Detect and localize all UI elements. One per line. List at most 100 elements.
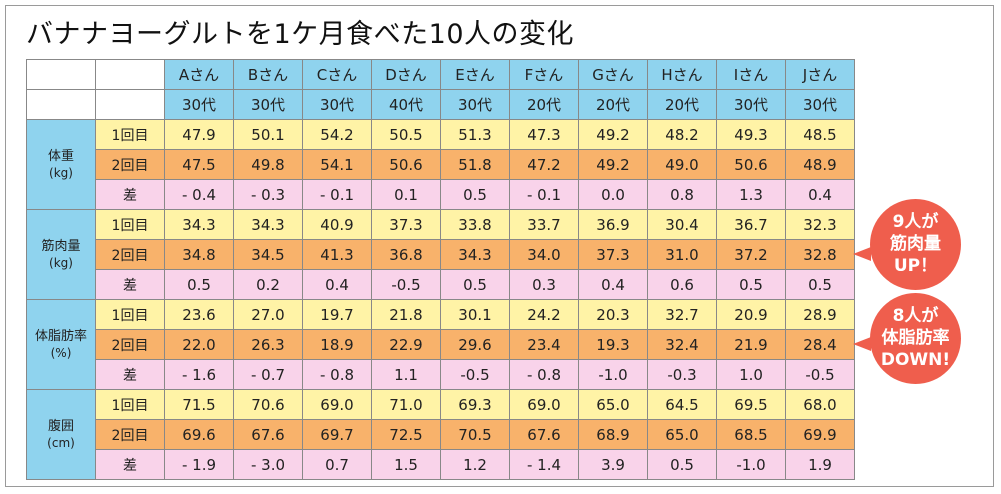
- callout-line: 体脂肪率: [881, 328, 950, 348]
- value-cell: - 0.1: [302, 179, 372, 210]
- value-cell: -0.5: [440, 359, 510, 390]
- value-cell: 49.3: [716, 119, 786, 150]
- person-age-header: 30代: [440, 89, 510, 120]
- corner-cell: [26, 89, 96, 120]
- value-cell: 36.9: [578, 209, 648, 240]
- person-name-header: Aさん: [164, 59, 234, 90]
- value-cell: 54.2: [302, 119, 372, 150]
- value-cell: - 0.7: [233, 359, 303, 390]
- person-age-header: 40代: [371, 89, 441, 120]
- callout-line: 9人が: [892, 212, 939, 232]
- value-cell: 51.3: [440, 119, 510, 150]
- value-cell: 1.2: [440, 449, 510, 480]
- value-cell: 72.5: [371, 419, 441, 450]
- callout-line: 8人が: [892, 306, 939, 326]
- value-cell: 37.3: [578, 239, 648, 270]
- value-cell: 47.3: [509, 119, 579, 150]
- header-row-names: Aさん Bさん Cさん Dさん Eさん Fさん Gさん Hさん Iさん Jさん: [26, 59, 855, 90]
- table-row: 体重 (kg) 1回目 47.9 50.1 54.2 50.5 51.3 47.3 49.2 48.…: [26, 119, 855, 210]
- value-cell: 48.5: [785, 119, 855, 150]
- row-label: 1回目: [95, 119, 165, 150]
- corner-cell: [26, 59, 96, 90]
- figure-frame: [5, 5, 994, 487]
- value-cell: 68.5: [716, 419, 786, 450]
- value-cell: 19.3: [578, 329, 648, 360]
- value-cell: 0.4: [785, 179, 855, 210]
- metric-unit: (cm): [47, 435, 75, 450]
- corner-cell: [95, 59, 165, 90]
- value-cell: - 0.8: [302, 359, 372, 390]
- table-row: 差 0.5 0.2 0.4 -0.5 0.5 0.3 0.4 0.6 0.5 0.5: [27, 269, 855, 300]
- value-cell: 68.9: [578, 419, 648, 450]
- value-cell: - 3.0: [233, 449, 303, 480]
- value-cell: 71.5: [164, 389, 234, 420]
- value-cell: 32.8: [785, 239, 855, 270]
- person-name-header: Gさん: [578, 59, 648, 90]
- value-cell: -0.5: [371, 269, 441, 300]
- value-cell: 40.9: [302, 209, 372, 240]
- person-name-header: Dさん: [371, 59, 441, 90]
- value-cell: 34.0: [509, 239, 579, 270]
- row-label: 1回目: [95, 209, 165, 240]
- value-cell: 0.4: [302, 269, 372, 300]
- person-age-header: 30代: [164, 89, 234, 120]
- value-cell: 1.9: [785, 449, 855, 480]
- person-age-header: 30代: [716, 89, 786, 120]
- metric-name: 腹囲: [47, 418, 74, 434]
- value-cell: -0.3: [647, 359, 717, 390]
- value-cell: - 0.8: [509, 359, 579, 390]
- value-cell: 49.2: [578, 149, 648, 180]
- callout-pointer-bodyfat: [853, 337, 871, 351]
- value-cell: 1.3: [716, 179, 786, 210]
- table-row: 差- 0.4- 0.3- 0.1 0.1 0.5- 0.1 0.0 0.8 1.3 0.4: [27, 179, 855, 210]
- table-row: 2回目 22.0 26.3 18.9 22.9 29.6 23.4 19.3 32.4 21.9 2…: [27, 329, 855, 360]
- value-cell: 68.0: [785, 389, 855, 420]
- value-cell: 30.1: [440, 299, 510, 330]
- person-name-header: Jさん: [785, 59, 855, 90]
- value-cell: 47.2: [509, 149, 579, 180]
- value-cell: 34.3: [440, 239, 510, 270]
- callout-line: UP！: [893, 256, 938, 276]
- value-cell: 54.1: [302, 149, 372, 180]
- value-cell: 22.9: [371, 329, 441, 360]
- value-cell: 29.6: [440, 329, 510, 360]
- value-cell: 69.5: [716, 389, 786, 420]
- results-table: Aさん Bさん Cさん Dさん Eさん Fさん Gさん Hさん Iさん Jさん 30代 30代 30代 4…: [26, 59, 855, 480]
- person-name-header: Bさん: [233, 59, 303, 90]
- person-name-header: Fさん: [509, 59, 579, 90]
- value-cell: -0.5: [785, 359, 855, 390]
- value-cell: 30.4: [647, 209, 717, 240]
- value-cell: 70.6: [233, 389, 303, 420]
- metric-group-label: 体重 (kg): [26, 119, 96, 210]
- row-label: 1回目: [95, 299, 165, 330]
- row-label: 2回目: [95, 239, 165, 270]
- person-age-header: 30代: [302, 89, 372, 120]
- page-title: バナナヨーグルトを1ケ月食べた10人の変化: [26, 19, 575, 50]
- value-cell: 0.3: [509, 269, 579, 300]
- value-cell: 49.2: [578, 119, 648, 150]
- value-cell: 50.1: [233, 119, 303, 150]
- value-cell: 41.3: [302, 239, 372, 270]
- person-age-header: 20代: [509, 89, 579, 120]
- value-cell: 64.5: [647, 389, 717, 420]
- value-cell: 0.6: [647, 269, 717, 300]
- value-cell: - 0.4: [164, 179, 234, 210]
- value-cell: 34.3: [164, 209, 234, 240]
- metric-name: 体重: [47, 148, 74, 164]
- value-cell: 34.5: [233, 239, 303, 270]
- person-age-header: 20代: [578, 89, 648, 120]
- value-cell: 19.7: [302, 299, 372, 330]
- value-cell: 0.5: [164, 269, 234, 300]
- callout-muscle-up: 9人が 筋肉量 UP！: [870, 199, 961, 290]
- value-cell: 36.7: [716, 209, 786, 240]
- metric-unit: (kg): [49, 165, 73, 180]
- value-cell: 0.5: [440, 269, 510, 300]
- value-cell: 33.8: [440, 209, 510, 240]
- value-cell: 50.6: [716, 149, 786, 180]
- value-cell: - 1.6: [164, 359, 234, 390]
- table-row: 差- 1.9- 3.0 0.7 1.5 1.2- 1.4 3.9 0.5 -1.0 1.9: [27, 449, 855, 480]
- table-row: 2回目 47.5 49.8 54.1 50.6 51.8 47.2 49.2 49.0 50.6 4…: [27, 149, 855, 180]
- value-cell: 0.5: [716, 269, 786, 300]
- value-cell: 69.3: [440, 389, 510, 420]
- value-cell: 27.0: [233, 299, 303, 330]
